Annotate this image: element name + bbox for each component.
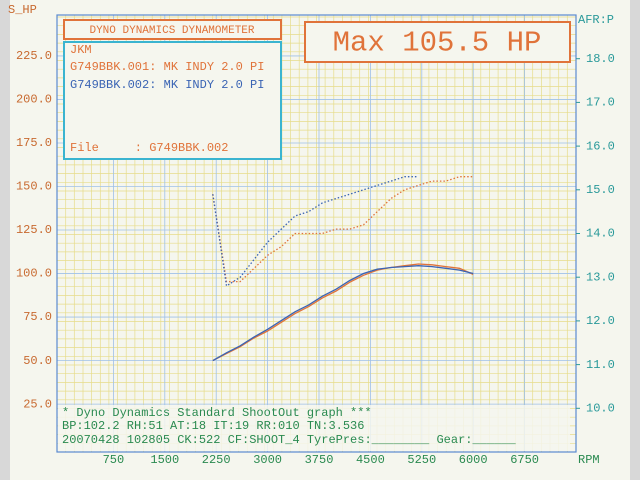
x-tick-label: 5250 bbox=[407, 453, 436, 467]
afr-line bbox=[212, 176, 474, 283]
power-line bbox=[212, 263, 474, 362]
footer-line: BP:102.2 RH:51 AT:18 IT:19 RR:010 TN:3.5… bbox=[62, 419, 364, 433]
x-tick-label: 4500 bbox=[356, 453, 385, 467]
y2-tick-label: 10.0 bbox=[586, 401, 615, 415]
power-line bbox=[212, 265, 474, 362]
y2-tick-label: 11.0 bbox=[586, 358, 615, 372]
y-axis-label: S_HP bbox=[8, 3, 37, 17]
footer-line: * Dyno Dynamics Standard ShootOut graph … bbox=[62, 406, 372, 420]
grid-layer bbox=[56, 15, 577, 453]
legend-entry: G749BBK.002: MK INDY 2.0 PI bbox=[70, 78, 264, 92]
y2-tick-label: 17.0 bbox=[586, 96, 615, 110]
x-axis-label: RPM bbox=[578, 453, 600, 467]
y2-tick-label: 16.0 bbox=[586, 139, 615, 153]
footer-box bbox=[58, 405, 570, 451]
y-tick-label: 125.0 bbox=[16, 223, 52, 237]
y2-tick-label: 18.0 bbox=[586, 52, 615, 66]
max-label: Max 105.5 HP bbox=[333, 27, 542, 60]
legend-box bbox=[63, 41, 282, 160]
x-tick-label: 3000 bbox=[253, 453, 282, 467]
afr-line bbox=[212, 176, 419, 287]
y-tick-label: 200.0 bbox=[16, 93, 52, 107]
y-tick-label: 75.0 bbox=[23, 310, 52, 324]
max-box bbox=[304, 21, 571, 63]
x-tick-label: 6000 bbox=[459, 453, 488, 467]
y-tick-label: 225.0 bbox=[16, 49, 52, 63]
title-box bbox=[63, 19, 282, 40]
y2-tick-label: 15.0 bbox=[586, 183, 615, 197]
chart-title: DYNO DYNAMICS DYNAMOMETER bbox=[89, 25, 254, 37]
y-tick-label: 150.0 bbox=[16, 180, 52, 194]
x-tick-label: 750 bbox=[103, 453, 125, 467]
footer-line: 20070428 102805 CK:522 CF:SHOOT_4 TyrePr… bbox=[62, 433, 516, 447]
x-tick-label: 2250 bbox=[202, 453, 231, 467]
file-note: File : G749BBK.002 bbox=[70, 141, 228, 155]
y-tick-label: 50.0 bbox=[23, 354, 52, 368]
y2-tick-label: 12.0 bbox=[586, 314, 615, 328]
x-tick-label: 1500 bbox=[150, 453, 179, 467]
y-tick-label: 100.0 bbox=[16, 267, 52, 281]
legend-header: JKM bbox=[70, 43, 92, 57]
y-tick-label: 175.0 bbox=[16, 136, 52, 150]
x-tick-label: 6750 bbox=[510, 453, 539, 467]
y2-tick-label: 14.0 bbox=[586, 227, 615, 241]
y2-tick-label: 13.0 bbox=[586, 270, 615, 284]
y-tick-label: 25.0 bbox=[23, 397, 52, 411]
x-tick-label: 3750 bbox=[305, 453, 334, 467]
legend-entry: G749BBK.001: MK INDY 2.0 PI bbox=[70, 60, 264, 74]
y2-axis-label: AFR:P bbox=[578, 13, 614, 27]
